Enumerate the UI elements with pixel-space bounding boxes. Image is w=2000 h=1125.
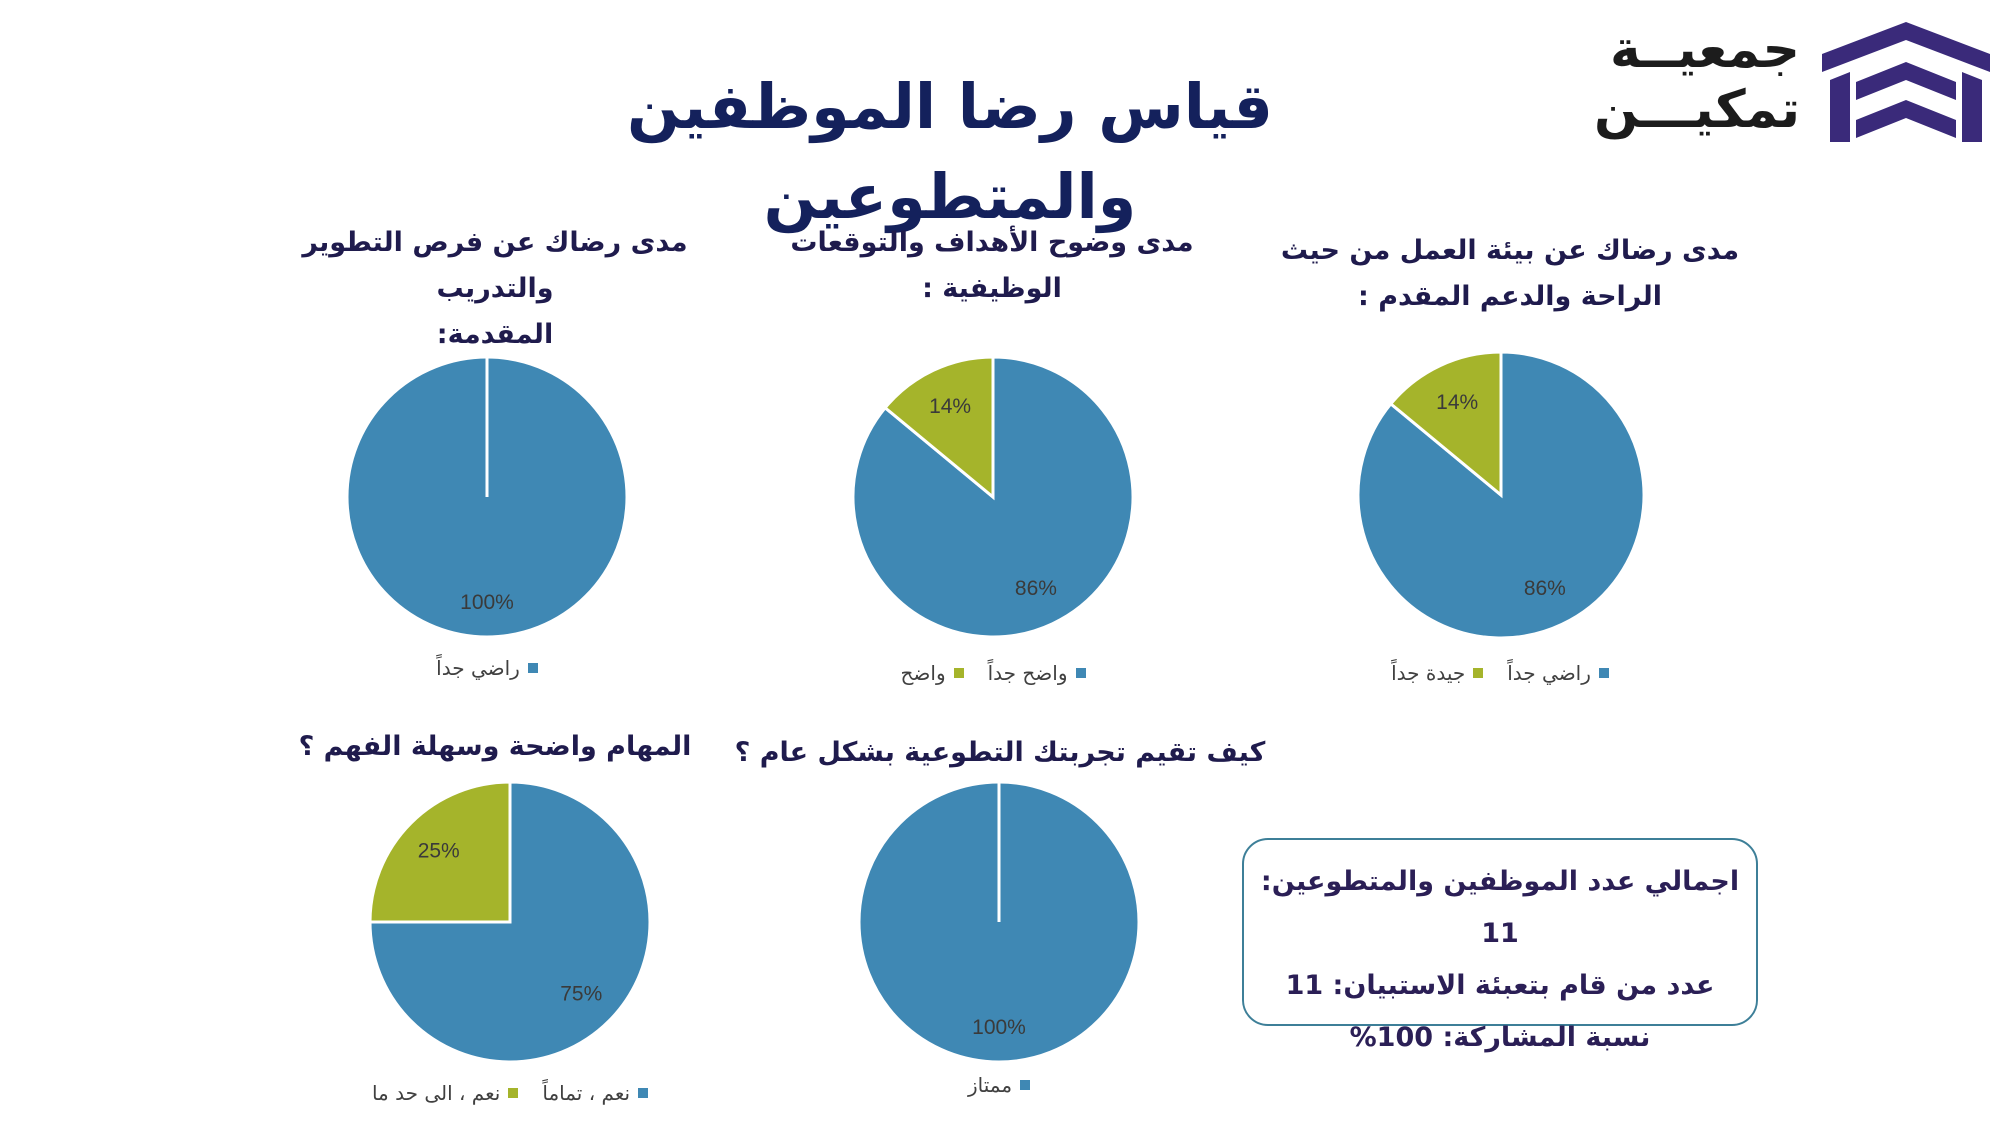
chart-2-legend-item-2: واضح	[901, 658, 964, 688]
chart-4-legend: ممتاز	[829, 1070, 1169, 1100]
chart-5-legend-item-2: نعم ، الى حد ما	[371, 1078, 519, 1108]
chart-1-pie: 86% 14%	[1356, 350, 1646, 640]
logo-text: جمعيــة تمكيـــن	[1580, 20, 1800, 150]
chart-2-legend-label-2: واضح	[900, 661, 946, 685]
chart-5-legend-item-1: نعم ، تماماً	[542, 1078, 649, 1108]
chart-1-slice-2	[1388, 350, 1503, 499]
chart-5-slice-2	[368, 780, 512, 924]
chart-4-title-line-1: كيف تقيم تجربتك التطوعية بشكل عام ؟	[734, 737, 1266, 768]
chart-2-title-line-2: الوظيفية :	[922, 273, 1062, 304]
chart-5-title: المهام واضحة وسهلة الفهم ؟	[270, 724, 720, 770]
chart-1-legend-swatch-1	[1598, 668, 1609, 678]
chart-5-legend-swatch-1	[638, 1088, 649, 1098]
logo-line-2: تمكيـــن	[1594, 80, 1800, 140]
stat-responders-count: عدد من قام بتعبئة الاستبيان: 11	[1285, 970, 1715, 1001]
chart-4-title: كيف تقيم تجربتك التطوعية بشكل عام ؟	[700, 730, 1300, 776]
chart-5-pie: 75% 25%	[368, 780, 652, 1064]
chart-5-slice-1	[368, 780, 652, 1064]
chart-2-legend: واضح جداً واضح	[823, 658, 1163, 688]
chart-1-title: مدى رضاك عن بيئة العمل من حيث الراحة وال…	[1270, 228, 1750, 320]
chart-2-legend-item-1: واضح جداً	[988, 658, 1086, 688]
chart-1-legend-item-1: راضي جداً	[1507, 658, 1609, 688]
chart-5-data-label-1: 75%	[560, 982, 602, 1005]
chart-2-legend-swatch-1	[1075, 668, 1086, 678]
logo-line-1: جمعيــة	[1610, 20, 1800, 80]
chart-3-title-line-1: مدى رضاك عن فرص التطوير والتدريب	[302, 227, 688, 304]
chart-1-legend-label-2: جيدة جداً	[1391, 661, 1466, 685]
chart-1-title-line-2: الراحة والدعم المقدم :	[1358, 281, 1662, 312]
chart-1-data-label-2: 14%	[1436, 391, 1478, 414]
chart-1-legend-swatch-2	[1473, 668, 1484, 678]
chart-1-title-line-1: مدى رضاك عن بيئة العمل من حيث	[1280, 235, 1740, 266]
chart-3-title-line-2: المقدمة:	[436, 319, 554, 350]
chart-2-legend-label-1: واضح جداً	[987, 661, 1068, 685]
chart-2-title-line-1: مدى وضوح الأهداف والتوقعات	[790, 227, 1194, 258]
chart-1-slice-1	[1356, 350, 1646, 640]
chart-5-legend-label-2: نعم ، الى حد ما	[371, 1081, 501, 1105]
chart-1-legend-label-1: راضي جداً	[1507, 661, 1591, 685]
chart-2-data-label-1: 86%	[1015, 577, 1057, 600]
chart-3-data-label-1: 100%	[460, 591, 514, 614]
chart-3-legend-swatch-1	[527, 663, 538, 673]
chart-2-title: مدى وضوح الأهداف والتوقعات الوظيفية :	[752, 220, 1232, 312]
chart-2-pie: 86% 14%	[851, 355, 1135, 639]
chart-1-legend: راضي جداً جيدة جداً	[1330, 658, 1670, 688]
chart-5-title-line-1: المهام واضحة وسهلة الفهم ؟	[298, 731, 692, 762]
chart-5-legend-swatch-2	[508, 1088, 519, 1098]
chart-2-legend-swatch-2	[953, 668, 964, 678]
chart-4-legend-label-1: ممتاز	[967, 1073, 1013, 1097]
chart-4-pie: 100%	[857, 780, 1141, 1064]
chart-3-legend-label-1: راضي جداً	[436, 656, 520, 680]
chart-3-legend-item-1: راضي جداً	[436, 653, 538, 683]
chart-1-data-label-1: 86%	[1524, 577, 1566, 600]
chart-3-title: مدى رضاك عن فرص التطوير والتدريب المقدمة…	[255, 220, 735, 358]
chart-3-pie: 100%	[345, 355, 629, 639]
chart-2-data-label-2: 14%	[929, 395, 971, 418]
chart-4-legend-swatch-1	[1020, 1080, 1031, 1090]
chart-2-slice-2	[883, 355, 995, 501]
chart-5-legend-label-1: نعم ، تماماً	[542, 1081, 631, 1105]
stats-box: اجمالي عدد الموظفين والمتطوعين: 11 عدد م…	[1242, 838, 1758, 1053]
chart-5-legend: نعم ، تماماً نعم ، الى حد ما	[310, 1078, 710, 1108]
chart-5-data-label-2: 25%	[418, 840, 460, 863]
stat-participation-rate: نسبة المشاركة: 100%	[1349, 1022, 1651, 1053]
stat-total-count: اجمالي عدد الموظفين والمتطوعين: 11	[1260, 866, 1740, 949]
chart-4-data-label-1: 100%	[972, 1016, 1026, 1039]
logo-mark	[1822, 22, 1990, 142]
chart-3-legend: راضي جداً	[317, 653, 657, 683]
page-title: قياس رضا الموظفين والمتطوعين	[627, 70, 1273, 233]
chart-4-legend-item-1: ممتاز	[967, 1070, 1031, 1100]
chart-1-legend-item-2: جيدة جداً	[1391, 658, 1484, 688]
